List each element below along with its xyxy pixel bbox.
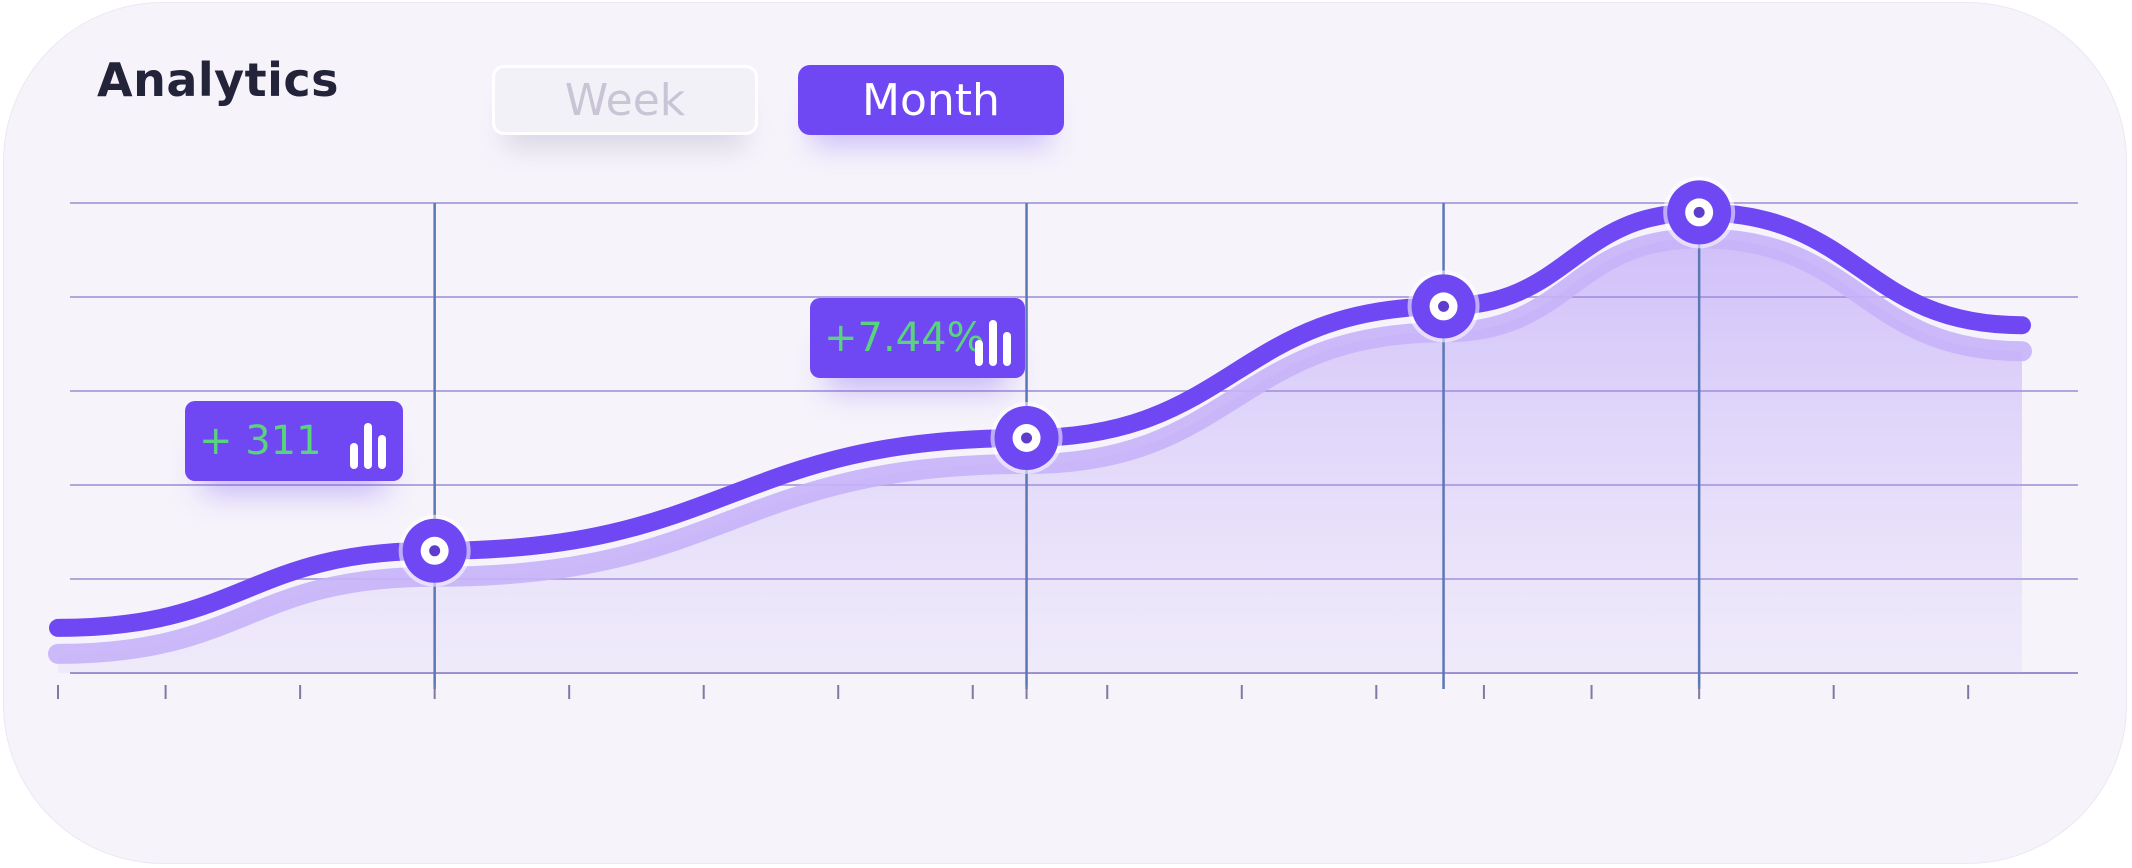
area-fill — [58, 238, 2022, 673]
page-title: Analytics — [97, 53, 340, 107]
badge-count-text: + 311 — [199, 418, 322, 464]
data-point-center — [1438, 300, 1450, 312]
data-point-center — [429, 545, 441, 557]
badge-percent: +7.44% — [810, 298, 1025, 378]
series-shadow-line — [48, 228, 2032, 664]
badge-percent-text: +7.44% — [824, 315, 985, 361]
data-point-center — [1693, 206, 1705, 218]
bar-chart-icon — [975, 320, 1011, 366]
tab-month[interactable]: Month — [798, 65, 1064, 135]
tab-week[interactable]: Week — [492, 65, 758, 135]
bar-chart-icon — [350, 423, 386, 469]
data-point-center — [1021, 432, 1033, 444]
badge-count: + 311 — [185, 401, 403, 481]
x-axis-ticks — [57, 685, 1970, 699]
data-points — [398, 176, 1736, 587]
